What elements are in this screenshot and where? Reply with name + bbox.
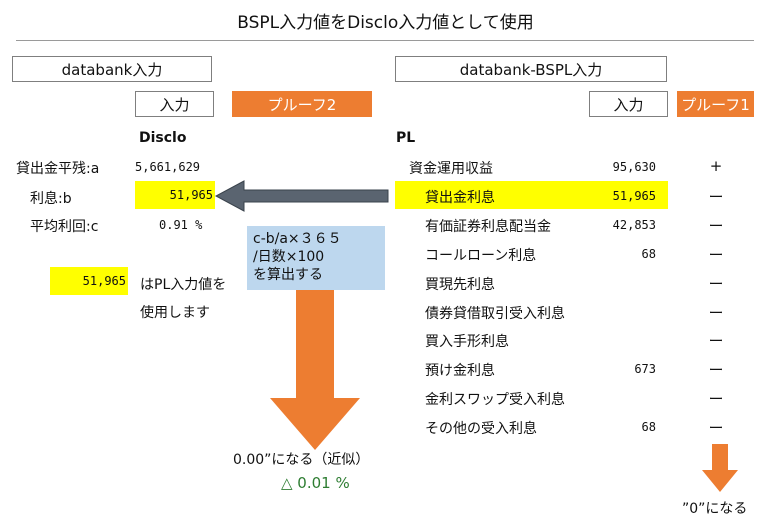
disclo-row-value: 0.91 % <box>159 218 203 232</box>
databank-bspl-input-header: databank-BSPL入力 <box>395 56 667 82</box>
small-down-arrow-icon <box>702 444 738 492</box>
left-input-label: 入力 <box>135 91 214 117</box>
standalone-value: 51,965 <box>82 274 126 288</box>
pl-row-label: 有価証券利息配当金 <box>425 218 551 235</box>
pl-row-label: 資金運用収益 <box>409 161 493 177</box>
disclo-row-label: 平均利回:c <box>30 219 99 235</box>
pl-row-label: コールローン利息 <box>425 247 537 264</box>
pl-row-mark: ー <box>708 303 724 322</box>
standalone-highlight <box>50 267 128 295</box>
pl-row-label: その他の受入利息 <box>425 421 537 438</box>
pl-section-label: PL <box>396 130 416 146</box>
pl-note-line1: はPL入力値を <box>140 277 227 293</box>
calc-note-line: を算出する <box>253 267 323 283</box>
pl-row-mark: ー <box>708 187 724 206</box>
databank-input-header: databank入力 <box>12 56 212 82</box>
pl-row-label: 買入手形利息 <box>425 334 509 351</box>
pl-row-mark: ー <box>708 274 724 293</box>
proof2-box: プルーフ2 <box>232 91 372 117</box>
loan-interest-highlight <box>395 181 668 209</box>
title-divider <box>16 40 754 41</box>
calc-note-line: c-b/a×３６５ <box>253 231 342 247</box>
pl-row-value: 673 <box>634 362 656 377</box>
result-text: 0.00”になる（近似） <box>233 452 370 468</box>
delta-text: △ 0.01 % <box>281 474 350 492</box>
pl-row-mark: ー <box>708 390 724 409</box>
pl-row-label: 金利スワップ受入利息 <box>425 392 565 409</box>
calc-note: c-b/a×３６５ /日数×100 を算出する <box>247 226 385 290</box>
disclo-row-value: 5,661,629 <box>135 160 201 174</box>
pl-row-mark: ー <box>708 245 724 264</box>
page-title: BSPL入力値をDisclo入力値として使用 <box>237 13 534 33</box>
disclo-row-value: 51,965 <box>169 188 213 202</box>
pl-row-value: 68 <box>641 420 656 435</box>
calc-note-line: /日数×100 <box>253 249 325 265</box>
proof1-box: プルーフ1 <box>677 91 754 117</box>
zero-text: ”0”になる <box>682 501 748 517</box>
disclo-row-label: 貸出金平残:a <box>16 161 100 177</box>
disclo-row-label: 利息:b <box>30 191 72 207</box>
pl-row-value: 42,853 <box>612 217 656 232</box>
left-arrow-icon <box>214 180 389 212</box>
pl-row-mark: ー <box>708 332 724 351</box>
right-input-label: 入力 <box>589 91 668 117</box>
pl-row-mark: ー <box>708 419 724 438</box>
pl-row-mark: + <box>709 157 723 175</box>
pl-row-value: 95,630 <box>612 160 656 174</box>
pl-note-line2: 使用します <box>140 305 210 321</box>
disclo-section-label: Disclo <box>139 130 187 146</box>
down-arrow-icon <box>270 290 360 450</box>
pl-row-label: 貸出金利息 <box>425 189 495 206</box>
pl-row-label: 債券貸借取引受入利息 <box>425 305 565 322</box>
pl-row-mark: ー <box>708 361 724 380</box>
pl-row-label: 預け金利息 <box>425 363 495 380</box>
pl-row-mark: ー <box>708 216 724 235</box>
pl-row-label: 買現先利息 <box>425 276 495 293</box>
pl-row-value: 51,965 <box>612 188 656 203</box>
interest-b-highlight <box>135 181 215 209</box>
pl-row-value: 68 <box>641 246 656 261</box>
